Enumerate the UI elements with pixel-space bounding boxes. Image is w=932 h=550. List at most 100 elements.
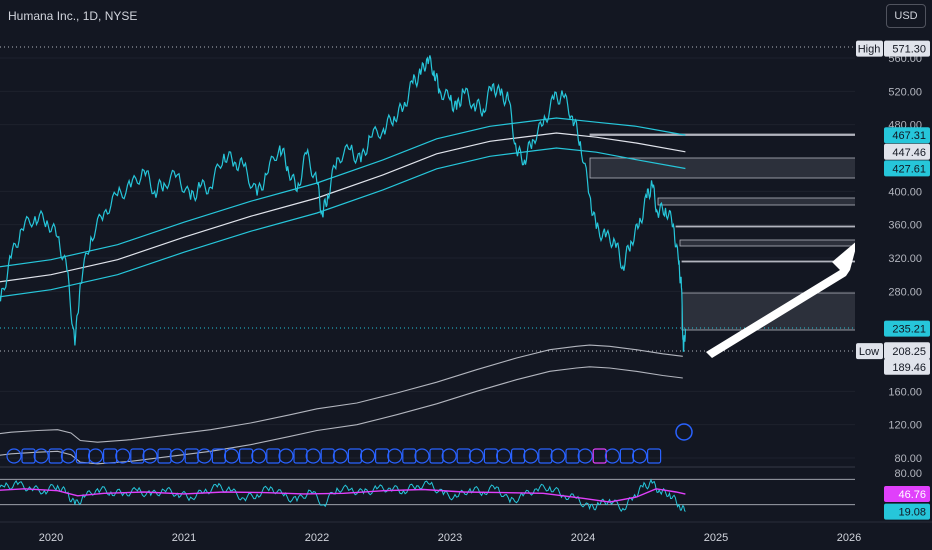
earnings-marker (604, 448, 635, 464)
price-label-value: 46.76 (898, 489, 926, 501)
arrow-shape[interactable] (706, 240, 858, 358)
price-label-value: 208.25 (892, 346, 926, 358)
dividend-icon (496, 448, 512, 464)
earnings-marker (251, 448, 281, 464)
x-tick-label: 2026 (837, 532, 861, 544)
y-tick-label: 280.00 (888, 286, 922, 298)
earnings-icon (592, 448, 607, 464)
y-tick-label: 80.00 (894, 468, 922, 480)
x-tick-label: 2021 (172, 532, 196, 544)
drawn-arrow[interactable] (706, 240, 858, 358)
currency-button[interactable]: USD (886, 4, 926, 28)
earnings-marker (496, 448, 526, 464)
earnings-icon (402, 448, 417, 464)
earnings-marker (360, 448, 390, 464)
price-label: 467.31 (884, 127, 930, 144)
dividend-icon (387, 448, 403, 464)
earnings-icon (75, 448, 91, 464)
earnings-marker (87, 448, 118, 464)
y-tick-label: 320.00 (888, 253, 922, 265)
lower-band (0, 147, 686, 298)
earnings-icon (102, 448, 118, 464)
earnings-marker (6, 448, 36, 464)
earnings-markers (6, 423, 693, 464)
dividend-icon (550, 448, 566, 464)
earnings-icon (320, 448, 335, 464)
price-label: 447.46 (884, 143, 930, 160)
dividend-icon (305, 448, 321, 464)
dividend-icon (60, 448, 77, 464)
price-label-value: 19.08 (898, 507, 926, 519)
dividend-icon (115, 448, 131, 464)
price-tag-bg (856, 343, 883, 360)
zone-box (589, 133, 886, 136)
price-label-value: 571.30 (892, 44, 926, 56)
earnings-icon (184, 448, 199, 464)
dividend-icon (196, 448, 212, 464)
earnings-icon (511, 448, 526, 464)
earnings-marker (33, 448, 63, 464)
dividend-icon (278, 448, 294, 464)
dividend-icon (441, 448, 457, 464)
earnings-icon (48, 448, 63, 464)
dividend-icon (414, 448, 430, 464)
earnings-marker (278, 448, 308, 464)
earnings-marker (305, 448, 335, 464)
rsi-ma-line (0, 488, 686, 503)
earnings-marker (142, 448, 172, 464)
x-tick-label: 2023 (438, 532, 462, 544)
zone-box (589, 157, 886, 179)
price-label: 571.30 High (856, 40, 930, 57)
earnings-marker (169, 448, 199, 464)
price-tag-text: Low (859, 346, 879, 358)
price-scale[interactable]: 560.00520.00480.00400.00360.00320.00280.… (855, 0, 932, 550)
moving-average-bands (0, 117, 686, 465)
earnings-marker (196, 448, 226, 464)
earnings-icon (565, 448, 580, 464)
long-ma-lower (0, 366, 683, 465)
price-label-bg (884, 503, 930, 520)
time-scale[interactable]: 2020 2021 2022 2023 2024 2025 2026 (0, 521, 932, 544)
earnings-icon (538, 448, 553, 464)
price-label: 46.76 (884, 486, 930, 503)
price-series (0, 55, 686, 353)
price-label-bg (884, 358, 930, 375)
earnings-icon (21, 448, 36, 464)
dividend-icon (251, 448, 267, 464)
price-label-bg (884, 143, 930, 160)
x-tick-label: 2022 (305, 532, 329, 544)
dividend-icon (33, 448, 49, 464)
scale-bg (855, 0, 932, 550)
price-label-bg (884, 486, 930, 503)
price-tag-bg (856, 40, 883, 57)
dividend-icon (468, 448, 484, 464)
price-label: 235.21 (884, 320, 930, 337)
earnings-icon (130, 448, 145, 464)
y-tick-label: 400.00 (888, 186, 922, 198)
price-label-bg (884, 160, 930, 177)
price-label-value: 467.31 (892, 130, 926, 142)
earnings-icon (347, 448, 362, 464)
earnings-icon (456, 448, 471, 464)
symbol-title[interactable]: Humana Inc., 1D, NYSE (8, 9, 138, 23)
earnings-marker (332, 448, 362, 464)
add-event-icon (675, 423, 693, 441)
earnings-marker (577, 448, 607, 464)
earnings-marker (115, 448, 145, 464)
price-label: 208.25 Low (856, 343, 930, 360)
price-label-value: 235.21 (892, 324, 926, 336)
price-label: 19.08 (884, 503, 930, 520)
earnings-icon (293, 448, 308, 464)
earnings-marker (550, 448, 580, 464)
earnings-icon (619, 448, 635, 464)
dividend-icon (6, 448, 22, 464)
earnings-icon (157, 448, 172, 464)
y-tick-label: 360.00 (888, 220, 922, 232)
price-label-bg (884, 320, 930, 337)
dividend-icon (577, 448, 593, 464)
x-tick-label: 2024 (571, 532, 595, 544)
y-tick-label: 120.00 (888, 420, 922, 432)
price-label: 189.46 (884, 358, 930, 375)
rsi-panel (0, 466, 885, 513)
